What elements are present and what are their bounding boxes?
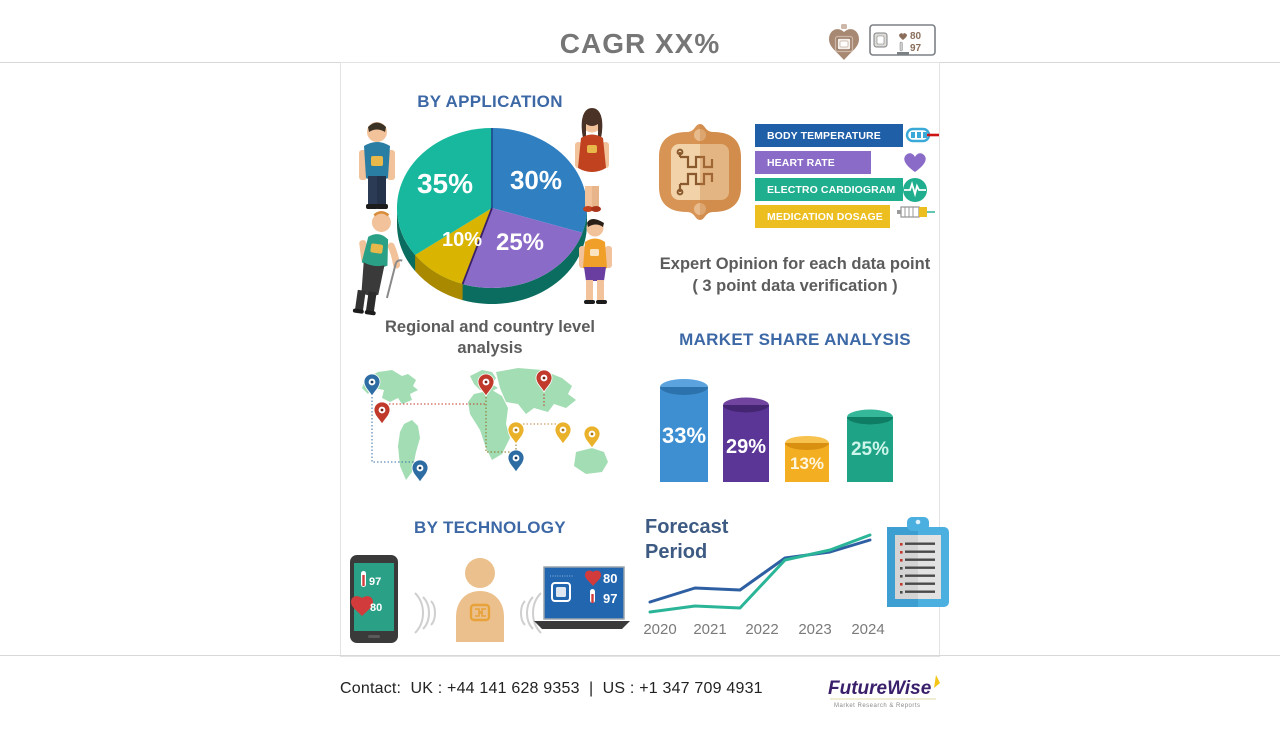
svg-text:80: 80 — [603, 571, 617, 586]
svg-text:Market Research & Reports: Market Research & Reports — [834, 703, 921, 709]
svg-text:35%: 35% — [417, 168, 473, 199]
svg-text:25%: 25% — [851, 439, 889, 460]
svg-text:80: 80 — [910, 31, 922, 42]
svg-text:FutureWise: FutureWise — [828, 678, 932, 699]
svg-text:97: 97 — [910, 43, 922, 54]
svg-text:97: 97 — [369, 576, 381, 588]
svg-text:80: 80 — [370, 602, 382, 614]
svg-text:10%: 10% — [442, 229, 482, 251]
svg-text:33%: 33% — [662, 423, 706, 448]
svg-text:2023: 2023 — [798, 621, 831, 638]
svg-text:97: 97 — [603, 591, 617, 606]
svg-text:2021: 2021 — [693, 621, 726, 638]
svg-text:2022: 2022 — [745, 621, 778, 638]
svg-text:25%: 25% — [496, 229, 544, 256]
svg-text:2024: 2024 — [851, 621, 884, 638]
svg-text:29%: 29% — [726, 436, 766, 458]
svg-text:30%: 30% — [510, 165, 562, 195]
svg-text:2020: 2020 — [643, 621, 676, 638]
svg-text:13%: 13% — [790, 454, 824, 473]
